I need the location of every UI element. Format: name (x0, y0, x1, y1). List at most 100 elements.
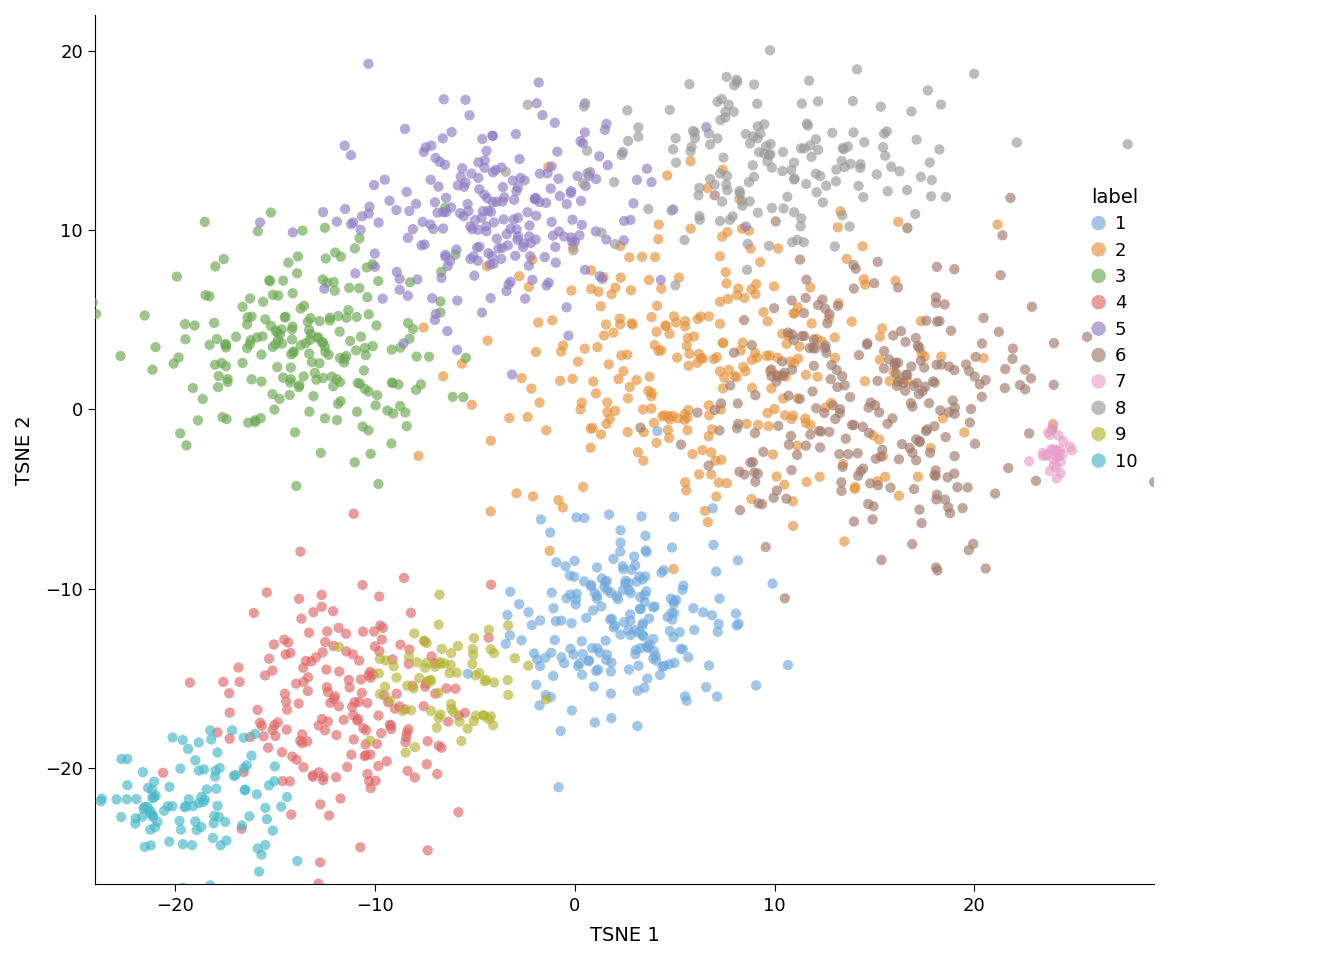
Point (730, 343, 751, 358)
Point (718, 362, 739, 377)
Y-axis label: TSNE 2: TSNE 2 (15, 415, 34, 485)
Point (1044, 442, 1066, 457)
Point (689, 309, 711, 324)
Point (206, 781, 227, 797)
Point (839, 219, 860, 234)
Point (370, 618, 391, 634)
Point (415, 140, 437, 156)
Point (633, 629, 655, 644)
Point (468, 170, 489, 185)
Point (581, 263, 602, 278)
Point (711, 194, 732, 209)
Point (476, 219, 497, 234)
Point (843, 257, 864, 273)
Point (441, 125, 462, 140)
Point (1021, 300, 1043, 315)
Point (347, 404, 368, 420)
Point (758, 238, 780, 253)
Point (521, 252, 543, 268)
Point (774, 590, 796, 606)
Point (637, 640, 659, 656)
Point (606, 588, 628, 604)
Point (589, 269, 610, 284)
Point (341, 699, 363, 714)
Point (125, 791, 146, 806)
Point (359, 733, 380, 749)
Point (645, 648, 667, 663)
Point (876, 124, 898, 139)
Point (395, 730, 417, 745)
Point (888, 163, 910, 179)
Point (679, 77, 700, 92)
Point (427, 738, 449, 754)
Point (573, 646, 594, 661)
Point (497, 687, 519, 703)
Point (833, 534, 855, 549)
Point (302, 768, 324, 783)
Point (810, 334, 832, 349)
Point (587, 340, 609, 355)
Point (482, 128, 504, 143)
Point (237, 310, 258, 325)
Point (367, 274, 388, 289)
Point (227, 660, 249, 675)
Point (571, 217, 593, 232)
Point (219, 705, 241, 720)
Point (441, 702, 462, 717)
Point (503, 173, 524, 188)
Point (458, 108, 480, 123)
Point (738, 175, 759, 190)
Point (215, 336, 237, 351)
Point (247, 224, 269, 239)
Point (909, 387, 930, 402)
Point (527, 652, 548, 667)
Point (638, 611, 660, 626)
Point (910, 353, 931, 369)
Point (203, 315, 224, 330)
Point (224, 767, 246, 782)
Point (402, 322, 423, 337)
Point (265, 729, 286, 744)
Point (212, 410, 234, 425)
Point (515, 291, 536, 306)
Point (548, 780, 570, 795)
Point (427, 710, 449, 726)
Point (888, 451, 910, 467)
Point (540, 689, 562, 705)
Point (644, 599, 665, 614)
Point (215, 833, 237, 849)
Point (905, 330, 926, 346)
Point (243, 605, 265, 620)
Point (226, 329, 247, 345)
Point (836, 252, 857, 267)
Point (766, 350, 788, 366)
Point (405, 739, 426, 755)
Point (808, 142, 829, 157)
Point (852, 420, 874, 435)
Point (747, 418, 769, 433)
Point (254, 801, 276, 816)
Point (191, 819, 212, 834)
Point (728, 183, 750, 199)
Point (684, 622, 706, 637)
Point (840, 390, 862, 405)
Point (806, 184, 828, 200)
Point (407, 448, 429, 464)
Point (890, 324, 911, 339)
Point (453, 390, 474, 405)
Point (632, 571, 653, 587)
Point (538, 275, 559, 290)
Point (657, 409, 679, 424)
Point (761, 381, 782, 396)
Point (823, 397, 844, 413)
Point (555, 590, 577, 606)
Point (710, 213, 731, 228)
Point (722, 208, 743, 224)
Point (814, 399, 836, 415)
Point (519, 228, 540, 244)
Point (169, 813, 191, 828)
Point (482, 717, 504, 732)
Point (602, 324, 624, 340)
Point (644, 337, 665, 352)
Point (144, 774, 165, 789)
